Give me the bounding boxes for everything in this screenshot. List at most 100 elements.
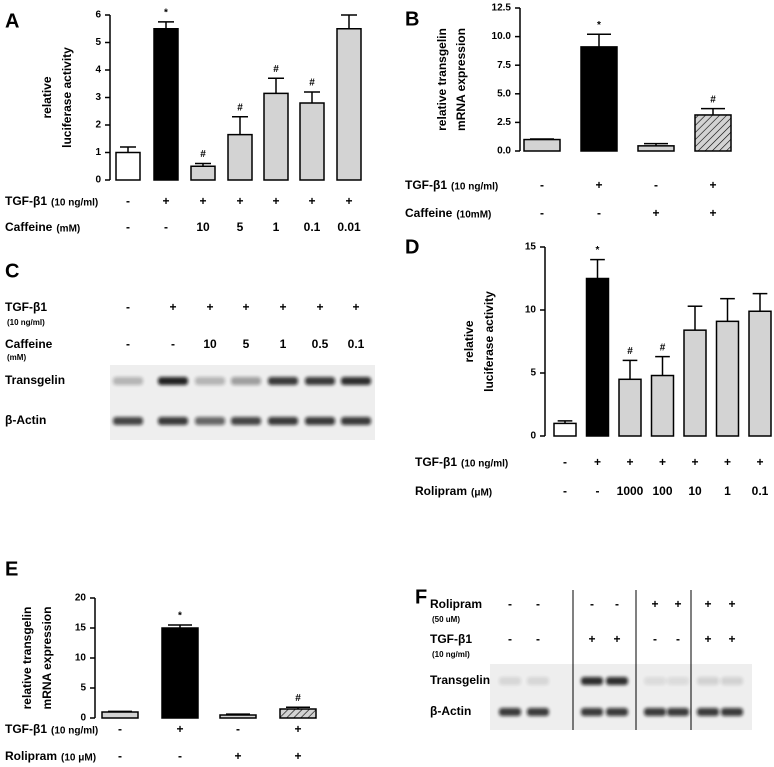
condition-value: 10 — [688, 484, 702, 498]
condition-value: + — [206, 300, 213, 314]
bar — [748, 310, 772, 437]
condition-label: TGF-β1 — [5, 722, 47, 736]
condition-value: + — [242, 300, 249, 314]
y-tick-label: 4 — [95, 65, 101, 76]
band — [721, 677, 743, 685]
band — [341, 417, 371, 425]
condition-value: 5 — [237, 220, 244, 234]
condition-value: + — [626, 455, 633, 469]
band — [606, 708, 628, 716]
significance-mark: # — [273, 64, 279, 75]
band — [268, 417, 298, 425]
y-axis-label: mRNA expression — [40, 607, 54, 710]
condition-unit: (10 ng/ml) — [451, 182, 498, 193]
significance-mark: # — [237, 102, 243, 113]
condition-value: + — [352, 300, 359, 314]
band — [697, 708, 719, 716]
y-tick-label: 10.0 — [492, 31, 512, 42]
condition-value: + — [691, 455, 698, 469]
condition-value: - — [164, 220, 168, 234]
condition-label: Caffeine — [405, 206, 453, 220]
condition-value: + — [162, 194, 169, 208]
condition-value: - — [536, 632, 540, 646]
condition-value: 1 — [273, 220, 280, 234]
band — [527, 677, 549, 685]
band — [499, 708, 521, 716]
condition-value: - — [676, 632, 680, 646]
y-tick-label: 2 — [95, 120, 101, 131]
condition-value: 1 — [724, 484, 731, 498]
condition-value: - — [563, 484, 567, 498]
condition-value: + — [704, 597, 711, 611]
condition-value: + — [709, 178, 716, 192]
condition-value: + — [594, 455, 601, 469]
significance-mark: * — [164, 8, 168, 19]
band — [268, 377, 298, 385]
condition-value: + — [704, 632, 711, 646]
condition-value: + — [588, 632, 595, 646]
condition-value: - — [126, 220, 130, 234]
bar — [153, 28, 179, 181]
panel-letter: C — [5, 260, 19, 282]
band — [113, 417, 143, 425]
condition-value: - — [590, 597, 594, 611]
condition-value: 10 — [196, 220, 210, 234]
panel-letter: F — [415, 586, 427, 608]
band-label: Transgelin — [5, 373, 65, 387]
y-tick-label: 3 — [95, 92, 101, 103]
significance-mark: # — [309, 78, 315, 89]
condition-label: TGF-β1 — [5, 194, 47, 208]
bar — [219, 714, 257, 719]
bar — [650, 374, 675, 437]
significance-mark: # — [200, 149, 206, 160]
y-tick-label: 15 — [75, 623, 87, 634]
bar — [115, 151, 141, 181]
bar — [523, 138, 561, 152]
y-tick-label: 5.0 — [497, 88, 511, 99]
y-tick-label: 12.5 — [492, 3, 512, 14]
condition-value: + — [728, 597, 735, 611]
y-tick-label: 7.5 — [497, 60, 511, 71]
condition-value: + — [199, 194, 206, 208]
band — [195, 417, 225, 425]
condition-unit: (10 ng/ml) — [7, 318, 45, 327]
condition-value: + — [651, 597, 658, 611]
condition-label: TGF-β1 — [5, 300, 47, 314]
condition-value: - — [126, 194, 130, 208]
panel-letter: B — [405, 8, 419, 30]
condition-value: - — [653, 632, 657, 646]
bar — [580, 46, 618, 152]
band — [697, 677, 719, 685]
band — [644, 677, 666, 685]
y-tick-label: 2.5 — [497, 117, 511, 128]
y-axis-label: relative transgelin — [435, 28, 449, 131]
y-tick-label: 20 — [75, 593, 87, 604]
y-axis-label: luciferase activity — [482, 291, 496, 392]
band — [581, 677, 603, 685]
bar — [553, 422, 577, 437]
band — [341, 377, 371, 385]
panel-letter: D — [405, 236, 419, 258]
condition-label: Rolipram — [415, 484, 467, 498]
band — [231, 377, 261, 385]
condition-value: 0.01 — [337, 220, 361, 234]
condition-value: - — [540, 206, 544, 220]
condition-value: 5 — [243, 337, 250, 351]
significance-mark: # — [295, 693, 301, 704]
condition-value: + — [272, 194, 279, 208]
band — [113, 377, 143, 385]
bar — [618, 378, 642, 437]
bar — [227, 133, 253, 181]
bar — [263, 92, 289, 181]
condition-value: - — [178, 749, 182, 763]
significance-mark: * — [178, 611, 182, 622]
condition-value: - — [615, 597, 619, 611]
bar — [299, 102, 325, 181]
band — [644, 708, 666, 716]
condition-value: + — [316, 300, 323, 314]
band-label: β-Actin — [5, 413, 46, 427]
condition-value: - — [654, 178, 658, 192]
condition-value: - — [508, 632, 512, 646]
condition-value: + — [345, 194, 352, 208]
